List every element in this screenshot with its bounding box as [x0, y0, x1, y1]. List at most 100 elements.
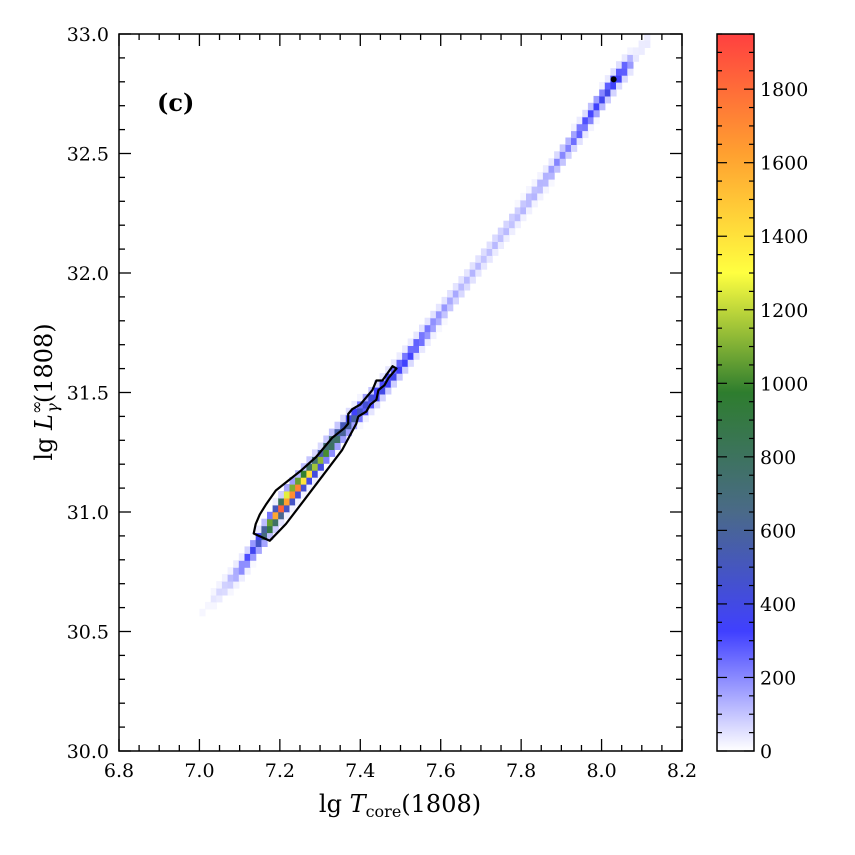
heatmap-cell: [351, 400, 358, 409]
heatmap-cell: [419, 345, 426, 353]
heatmap-cell: [475, 262, 482, 270]
heatmap-cell: [638, 47, 645, 55]
heatmap-cell: [289, 491, 296, 499]
heatmap-cell: [317, 442, 324, 450]
plot-frame: [118, 33, 683, 752]
heatmap-cell: [593, 116, 600, 125]
heatmap-cell: [312, 449, 319, 457]
heatmap-cell: [300, 477, 307, 485]
heatmap-cell: [199, 608, 206, 617]
heatmap-cell: [616, 75, 623, 83]
heatmap-cell: [289, 477, 296, 485]
heatmap-cell: [587, 102, 595, 111]
heatmap-cell: [267, 525, 274, 534]
heatmap-cell: [509, 227, 516, 236]
heatmap-cell: [289, 504, 296, 513]
heatmap-cell: [430, 331, 437, 340]
heatmap-cell: [267, 518, 274, 527]
heatmap-cell: [554, 158, 561, 166]
heatmap-cell: [368, 407, 375, 416]
heatmap-cell: [458, 290, 465, 298]
heatmap-cell: [210, 601, 217, 610]
heatmap-cell: [396, 366, 403, 374]
heatmap-cell: [328, 442, 336, 450]
heatmap-cell: [514, 213, 521, 222]
heatmap-cell: [452, 296, 459, 305]
heatmap-cell: [582, 109, 589, 118]
heatmap-cell: [233, 560, 240, 568]
heatmap-cell: [531, 186, 538, 194]
heatmap-cell: [216, 581, 223, 589]
heatmap-cell: [430, 310, 437, 319]
heatmap-cell: [576, 130, 583, 139]
heatmap-cell: [587, 116, 595, 125]
heatmap-cell: [447, 296, 454, 305]
colorbar: [716, 33, 755, 752]
heatmap-cell: [272, 504, 279, 513]
heatmap-cell: [317, 449, 324, 457]
heatmap-cell: [283, 511, 291, 520]
heatmap-cell: [357, 414, 364, 423]
heatmap-cell: [379, 387, 386, 395]
heatmap-cell: [300, 491, 307, 499]
heatmap-cell: [599, 95, 606, 104]
heatmap-cell: [396, 352, 403, 360]
x-tick-label: 7.8: [506, 760, 536, 782]
y-tick-label: 32.5: [67, 144, 109, 166]
heatmap-cell: [323, 456, 330, 464]
heatmap-cell: [441, 310, 448, 319]
heatmap-cell: [227, 581, 234, 589]
heatmap-cell: [345, 428, 352, 437]
heatmap-cell: [379, 393, 386, 402]
heatmap-cell: [627, 68, 634, 76]
x-axis-ticks: 6.8 7.0 7.2 7.4 7.6 7.8 8.0 8.2: [104, 34, 697, 782]
x-tick-label: 8.2: [667, 760, 697, 782]
heatmap-cell: [604, 89, 611, 97]
heatmap-cell: [362, 400, 369, 409]
heatmap-cell: [458, 283, 465, 291]
heatmap-cell: [272, 518, 279, 527]
heatmap-cell: [565, 137, 572, 145]
heatmap-cell: [582, 123, 589, 132]
heatmap-cell: [610, 68, 617, 76]
heatmap-cell: [261, 539, 268, 547]
heatmap-cell: [424, 317, 431, 326]
heatmap-cell: [627, 61, 634, 69]
heatmap-cell: [238, 553, 245, 561]
colorbar-tick-label: 400: [760, 594, 796, 616]
heatmap-cell: [283, 491, 291, 499]
heatmap-cell: [621, 68, 628, 76]
heatmap-cell: [306, 456, 313, 464]
heatmap-cell: [374, 380, 381, 388]
heatmap-cell: [486, 248, 493, 256]
heatmap-cell: [210, 588, 217, 596]
heatmap-cell: [526, 199, 533, 208]
heatmap-cell: [435, 317, 443, 326]
heatmap-cell: [599, 82, 606, 90]
heatmap-cell: [599, 102, 606, 111]
colorbar-tick-label: 1600: [760, 153, 808, 175]
x-tick-label: 7.2: [265, 760, 295, 782]
heatmap-cell: [233, 574, 240, 582]
heatmap-cell: [317, 463, 324, 471]
heatmap-cell: [587, 109, 595, 118]
heatmap-cell: [244, 553, 251, 561]
heatmap-cell: [407, 338, 414, 346]
heatmap-cell: [244, 567, 251, 575]
heatmap-cell: [328, 428, 336, 437]
heatmap-cell: [244, 560, 251, 568]
heatmap-cell: [599, 89, 606, 97]
heatmap-cell: [452, 283, 459, 291]
heatmap-cell: [255, 525, 262, 534]
heatmap-cell: [306, 463, 313, 471]
heatmap-cell: [441, 303, 448, 312]
colorbar-tick-label: 0: [760, 741, 772, 763]
x-tick-label: 7.6: [426, 760, 456, 782]
heatmap-cell: [390, 366, 397, 374]
heatmap-cell: [571, 137, 578, 145]
colorbar-tick-label: 200: [760, 667, 796, 689]
colorbar-tick-label: 1400: [760, 226, 808, 248]
heatmap-cell: [464, 269, 471, 277]
observed-point-marker: [610, 76, 617, 83]
heatmap-cell: [616, 82, 623, 90]
